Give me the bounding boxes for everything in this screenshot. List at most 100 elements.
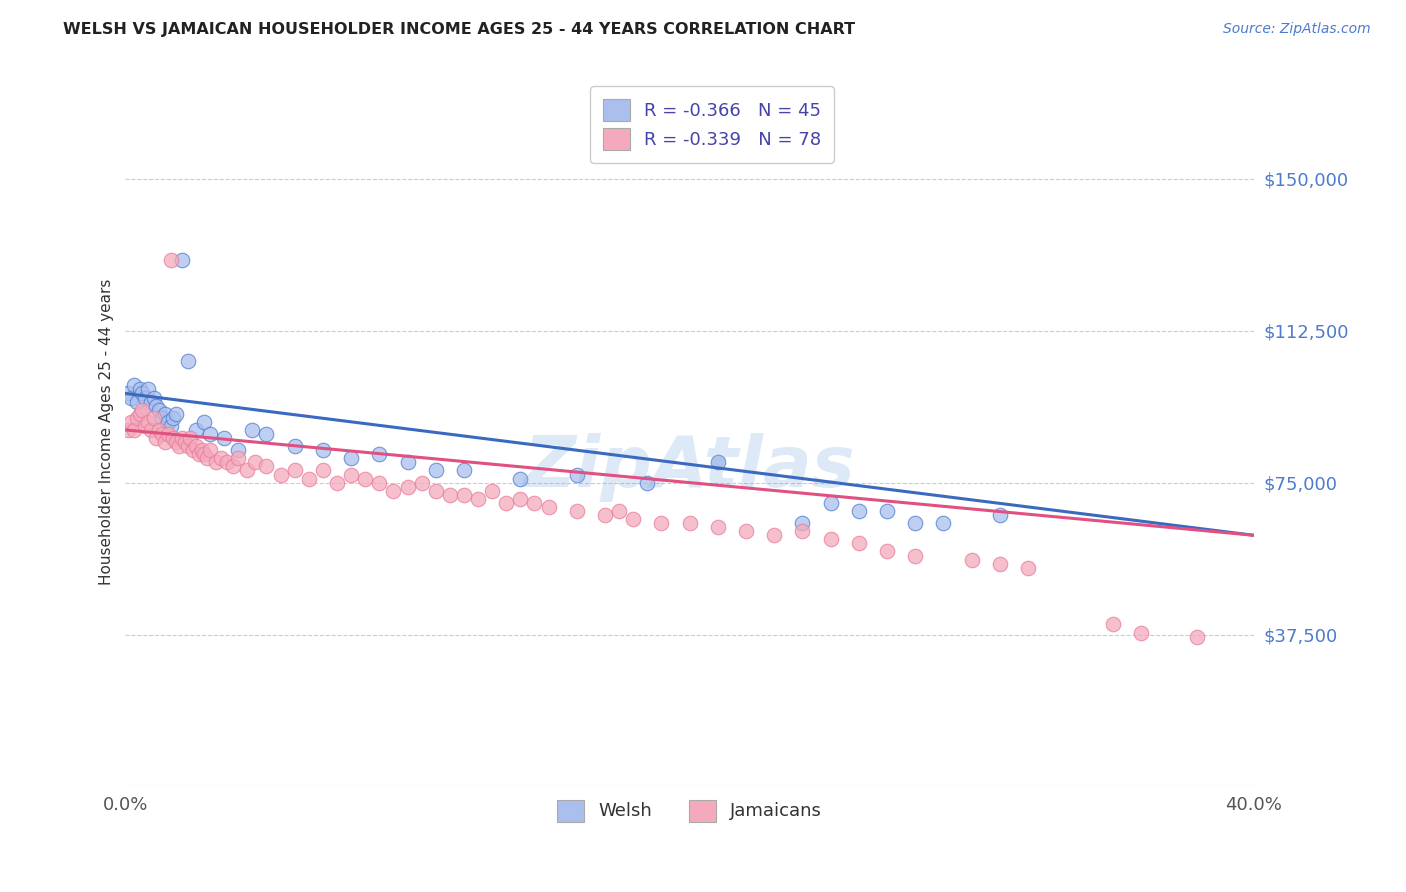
Point (607, 504, 630, 518)
Point (312, 463, 335, 477)
Point (190, 443, 212, 458)
Point (139, 423, 162, 437)
Point (153, 435, 176, 450)
Point (439, 488, 461, 502)
Point (706, 455, 728, 469)
Point (256, 459, 278, 474)
Point (650, 516, 672, 530)
Point (242, 423, 264, 437)
Text: WELSH VS JAMAICAN HOUSEHOLDER INCOME AGES 25 - 44 YEARS CORRELATION CHART: WELSH VS JAMAICAN HOUSEHOLDER INCOME AGE… (63, 22, 855, 37)
Point (312, 443, 335, 458)
Point (876, 544, 898, 558)
Point (148, 423, 170, 437)
Point (193, 415, 215, 429)
Point (131, 386, 153, 401)
Point (226, 451, 249, 466)
Point (368, 475, 391, 490)
Point (117, 386, 139, 401)
Point (876, 504, 898, 518)
Point (148, 402, 170, 417)
Point (139, 394, 162, 409)
Point (678, 516, 700, 530)
Point (340, 467, 363, 482)
Point (565, 467, 588, 482)
Point (904, 549, 927, 563)
Point (425, 483, 447, 498)
Point (209, 451, 232, 466)
Point (150, 410, 173, 425)
Point (932, 516, 955, 530)
Point (150, 427, 173, 442)
Point (425, 463, 447, 477)
Point (195, 451, 218, 466)
Point (142, 410, 165, 425)
Point (848, 504, 870, 518)
Point (136, 415, 159, 429)
Y-axis label: Householder Income Ages 25 - 44 years: Householder Income Ages 25 - 44 years (100, 279, 114, 585)
Point (142, 391, 165, 405)
Point (235, 463, 257, 477)
Point (354, 471, 377, 485)
Point (117, 423, 139, 437)
Point (453, 488, 475, 502)
Point (382, 483, 405, 498)
Point (565, 504, 588, 518)
Point (128, 407, 150, 421)
Point (125, 410, 148, 425)
Point (181, 443, 204, 458)
Point (165, 407, 187, 421)
Point (368, 447, 391, 461)
Point (1185, 630, 1208, 644)
Point (988, 508, 1011, 522)
Point (221, 459, 243, 474)
Point (145, 431, 167, 445)
Point (509, 491, 531, 506)
Point (284, 439, 307, 453)
Point (120, 391, 142, 405)
Point (621, 512, 644, 526)
Point (136, 383, 159, 397)
Point (792, 516, 814, 530)
Point (396, 455, 419, 469)
Point (1101, 617, 1123, 632)
Point (523, 496, 546, 510)
Point (134, 391, 156, 405)
Point (256, 427, 278, 442)
Point (396, 480, 419, 494)
Point (226, 443, 249, 458)
Point (284, 463, 307, 477)
Point (509, 471, 531, 485)
Point (184, 423, 207, 437)
Point (960, 552, 983, 566)
Point (735, 524, 758, 539)
Point (159, 418, 181, 433)
Point (1129, 625, 1152, 640)
Text: Source: ZipAtlas.com: Source: ZipAtlas.com (1223, 22, 1371, 37)
Point (128, 383, 150, 397)
Point (145, 399, 167, 413)
Point (165, 435, 187, 450)
Legend: Welsh, Jamaicans: Welsh, Jamaicans (544, 787, 835, 834)
Point (198, 443, 221, 458)
Point (162, 410, 184, 425)
Point (167, 439, 190, 453)
Point (467, 491, 489, 506)
Point (156, 415, 179, 429)
Point (173, 435, 195, 450)
Point (537, 500, 560, 514)
Point (792, 524, 814, 539)
Point (904, 516, 927, 530)
Point (340, 451, 363, 466)
Point (170, 252, 193, 267)
Point (176, 354, 198, 368)
Point (298, 471, 321, 485)
Point (212, 431, 235, 445)
Point (122, 378, 145, 392)
Point (820, 496, 842, 510)
Point (820, 533, 842, 547)
Point (198, 427, 221, 442)
Point (411, 475, 433, 490)
Point (170, 431, 193, 445)
Point (162, 431, 184, 445)
Point (1017, 560, 1039, 574)
